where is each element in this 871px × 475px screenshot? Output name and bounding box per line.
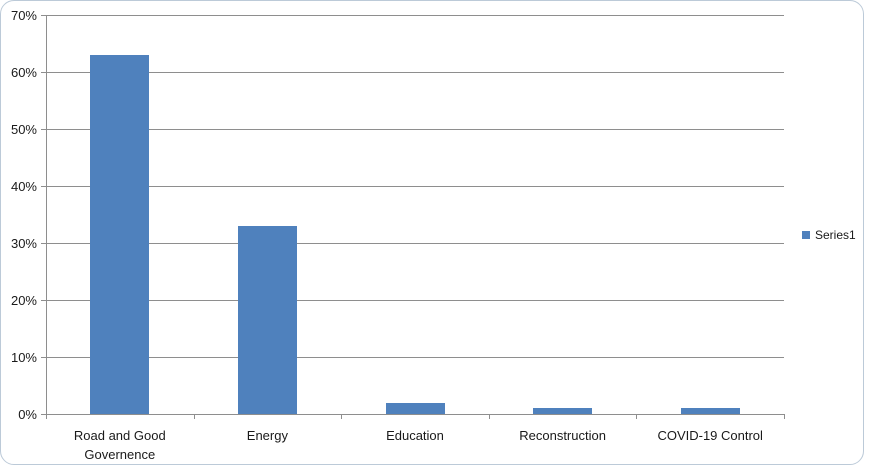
plot-area: 0% 10% 20% 30% 40% 50% 60% 70% Road and Good Gov… xyxy=(1,1,863,464)
bar-reconstruction xyxy=(533,408,593,414)
x-axis-label-education: Education xyxy=(386,428,444,443)
bar-energy xyxy=(237,225,297,414)
x-axis-tick xyxy=(488,414,490,419)
gridline-30% xyxy=(46,243,784,244)
x-axis-label-energy: Energy xyxy=(246,428,288,443)
y-axis-line xyxy=(46,15,47,415)
bar-covid-19-control xyxy=(680,408,740,414)
gridline-20% xyxy=(46,300,784,301)
y-axis-label-40%: 40% xyxy=(10,179,37,194)
x-axis-tick xyxy=(46,414,47,419)
y-axis-tick xyxy=(41,129,46,130)
y-axis-label-70%: 70% xyxy=(10,8,37,23)
y-axis-tick xyxy=(41,72,46,73)
gridline-60% xyxy=(46,72,784,73)
gridline-10% xyxy=(46,357,784,358)
bar-road-and-good-governence xyxy=(90,54,150,414)
y-axis-label-20%: 20% xyxy=(10,293,37,308)
legend: Series1 xyxy=(802,228,856,242)
gridline-50% xyxy=(46,129,784,130)
legend-label: Series1 xyxy=(815,228,856,242)
x-axis-tick xyxy=(784,414,785,419)
y-axis-tick xyxy=(41,15,46,16)
legend-swatch-icon xyxy=(802,231,810,239)
y-axis-label-10%: 10% xyxy=(10,350,37,365)
x-axis-tick xyxy=(193,414,195,419)
bar-education xyxy=(385,402,445,414)
y-axis-label-50%: 50% xyxy=(10,122,37,137)
y-axis-tick xyxy=(41,243,46,244)
gridline-70% xyxy=(46,15,784,16)
x-axis-label-covid-19-control: COVID-19 Control xyxy=(657,428,763,443)
y-axis-tick xyxy=(41,186,46,187)
x-axis-label-road-and-good-governence: Road and Good Governence xyxy=(73,428,166,462)
y-axis-label-30%: 30% xyxy=(10,236,37,251)
x-axis-tick xyxy=(341,414,343,419)
y-axis-label-60%: 60% xyxy=(10,65,37,80)
y-axis-label-0%: 0% xyxy=(18,407,37,422)
y-axis-tick xyxy=(41,300,46,301)
y-axis-tick xyxy=(41,357,46,358)
x-axis-label-reconstruction: Reconstruction xyxy=(519,428,606,443)
x-axis-line xyxy=(46,414,784,415)
x-axis-tick xyxy=(636,414,638,419)
y-axis-tick xyxy=(41,414,46,415)
chart-area: 0% 10% 20% 30% 40% 50% 60% 70% Road and Good Gov… xyxy=(0,0,864,465)
gridline-40% xyxy=(46,186,784,187)
